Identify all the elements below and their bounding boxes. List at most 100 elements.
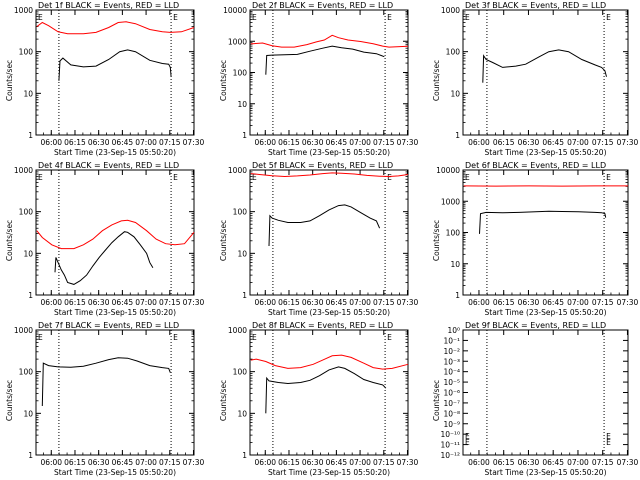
x-tick-label: 06:15 xyxy=(278,138,300,147)
panel-title: Det 2f BLACK = Events, RED = LLD xyxy=(252,1,393,10)
y-tick-label: 100 xyxy=(233,208,248,217)
y-tick-label: 1 xyxy=(28,291,33,300)
event-marker-label: E xyxy=(38,13,43,22)
x-tick-label: 06:45 xyxy=(542,138,564,147)
lld-series-line xyxy=(36,219,195,250)
x-tick-label: 06:30 xyxy=(518,458,540,467)
y-axis-label: Counts/sec xyxy=(5,60,14,101)
panel-title: Det 1f BLACK = Events, RED = LLD xyxy=(38,1,179,10)
panel-title: Det 4f BLACK = Events, RED = LLD xyxy=(38,161,179,170)
x-tick-label: 07:15 xyxy=(159,138,181,147)
y-tick-label: 10⁻³ xyxy=(443,357,460,366)
y-axis-label: Counts/sec xyxy=(432,220,441,261)
plot-frame xyxy=(35,9,195,136)
x-tick-label: 07:30 xyxy=(617,298,639,307)
y-axis-label: Counts/sec xyxy=(219,380,228,421)
x-tick-label: 06:30 xyxy=(302,298,324,307)
y-tick-label: 1000 xyxy=(441,6,460,15)
x-tick-label: 07:00 xyxy=(135,458,157,467)
x-tick-label: 06:45 xyxy=(326,138,348,147)
panel-det-1: Det 1f BLACK = Events, RED = LLD 1 10 100 10… xyxy=(5,1,205,157)
y-tick-label: 10⁻¹² xyxy=(440,451,460,460)
y-axis-label: Counts/sec xyxy=(432,60,441,101)
panel-title: Det 7f BLACK = Events, RED = LLD xyxy=(38,321,179,330)
y-tick-label: 10 xyxy=(450,89,460,98)
y-tick-label: 100 xyxy=(19,208,34,217)
y-tick-label: 10 xyxy=(23,89,33,98)
events-series-line xyxy=(54,231,154,285)
x-tick-label: 07:30 xyxy=(397,458,419,467)
x-axis-label: Start Time (23-Sep-15 05:50:20) xyxy=(485,308,607,317)
event-marker-label: E xyxy=(252,173,257,182)
y-tick-label: 10000 xyxy=(436,166,460,175)
x-axis-label: Start Time (23-Sep-15 05:50:20) xyxy=(485,468,607,477)
x-tick-label: 06:30 xyxy=(88,298,110,307)
y-tick-label: 1000 xyxy=(228,326,247,335)
panel-title: Det 9f BLACK = Events, RED = LLD xyxy=(465,321,606,330)
x-tick-label: 06:00 xyxy=(254,298,276,307)
event-marker-label: E xyxy=(173,173,178,182)
plot-frame xyxy=(35,169,195,296)
panel-title: Det 8f BLACK = Events, RED = LLD xyxy=(252,321,393,330)
x-tick-label: 07:15 xyxy=(373,298,395,307)
x-tick-label: 07:30 xyxy=(397,298,419,307)
lld-series-line xyxy=(250,354,409,370)
x-tick-label: 06:00 xyxy=(468,298,490,307)
plot-frame xyxy=(249,169,409,296)
x-axis-label: Start Time (23-Sep-15 05:50:20) xyxy=(54,468,176,477)
event-marker-label: E xyxy=(387,333,392,342)
x-axis-label: Start Time (23-Sep-15 05:50:20) xyxy=(54,308,176,317)
y-axis-label: Counts/sec xyxy=(5,380,14,421)
y-tick-label: 10⁰ xyxy=(447,326,460,335)
events-series-line xyxy=(58,49,172,81)
y-tick-label: 1000 xyxy=(228,166,247,175)
y-tick-label: 10⁻² xyxy=(443,347,460,356)
y-tick-label: 1000 xyxy=(228,37,247,46)
x-tick-label: 07:00 xyxy=(349,298,371,307)
x-axis-label: Start Time (23-Sep-15 05:50:20) xyxy=(268,148,390,157)
x-tick-label: 07:15 xyxy=(592,138,614,147)
x-tick-label: 07:00 xyxy=(567,298,589,307)
event-marker-label: E xyxy=(465,13,470,22)
y-axis-label: Counts/sec xyxy=(5,220,14,261)
x-tick-label: 07:30 xyxy=(617,458,639,467)
x-tick-label: 06:15 xyxy=(493,298,515,307)
y-tick-label: 1000 xyxy=(14,166,33,175)
x-tick-label: 06:00 xyxy=(254,458,276,467)
x-tick-label: 07:00 xyxy=(349,138,371,147)
x-tick-label: 06:15 xyxy=(493,138,515,147)
y-tick-label: 10⁻⁷ xyxy=(443,399,460,408)
events-series-line xyxy=(479,210,607,234)
y-tick-label: 10 xyxy=(23,249,33,258)
lld-series-line xyxy=(250,172,409,178)
x-tick-label: 06:00 xyxy=(468,138,490,147)
y-tick-label: 10⁻⁸ xyxy=(443,409,460,418)
lld-series-line xyxy=(250,34,409,48)
y-tick-label: 100 xyxy=(446,48,461,57)
panel-det-2: Det 2f BLACK = Events, RED = LLD 1 10 100 10… xyxy=(219,1,419,157)
x-axis-label: Start Time (23-Sep-15 05:50:20) xyxy=(268,308,390,317)
y-tick-label: 100 xyxy=(233,368,248,377)
event-marker-label: E xyxy=(38,173,43,182)
x-tick-label: 06:00 xyxy=(254,138,276,147)
x-tick-label: 06:45 xyxy=(542,458,564,467)
x-tick-label: 07:15 xyxy=(373,458,395,467)
panel-title: Det 3f BLACK = Events, RED = LLD xyxy=(465,1,606,10)
y-tick-label: 1 xyxy=(455,291,460,300)
y-tick-label: 1000 xyxy=(14,6,33,15)
event-marker-label: E xyxy=(387,173,392,182)
x-tick-label: 07:15 xyxy=(159,458,181,467)
x-axis-label: Start Time (23-Sep-15 05:50:20) xyxy=(485,148,607,157)
y-tick-label: 1 xyxy=(242,451,247,460)
event-marker-label: E xyxy=(465,432,470,441)
x-tick-label: 06:30 xyxy=(518,138,540,147)
x-tick-label: 07:00 xyxy=(349,458,371,467)
y-tick-label: 10 xyxy=(237,409,247,418)
panel-det-7: Det 7f BLACK = Events, RED = LLD 1 10 100 10… xyxy=(5,321,205,477)
plot-frame xyxy=(462,9,629,136)
event-marker-label: E xyxy=(38,333,43,342)
y-tick-label: 100 xyxy=(19,368,34,377)
events-series-line xyxy=(268,204,381,247)
panel-title: Det 6f BLACK = Events, RED = LLD xyxy=(465,161,606,170)
